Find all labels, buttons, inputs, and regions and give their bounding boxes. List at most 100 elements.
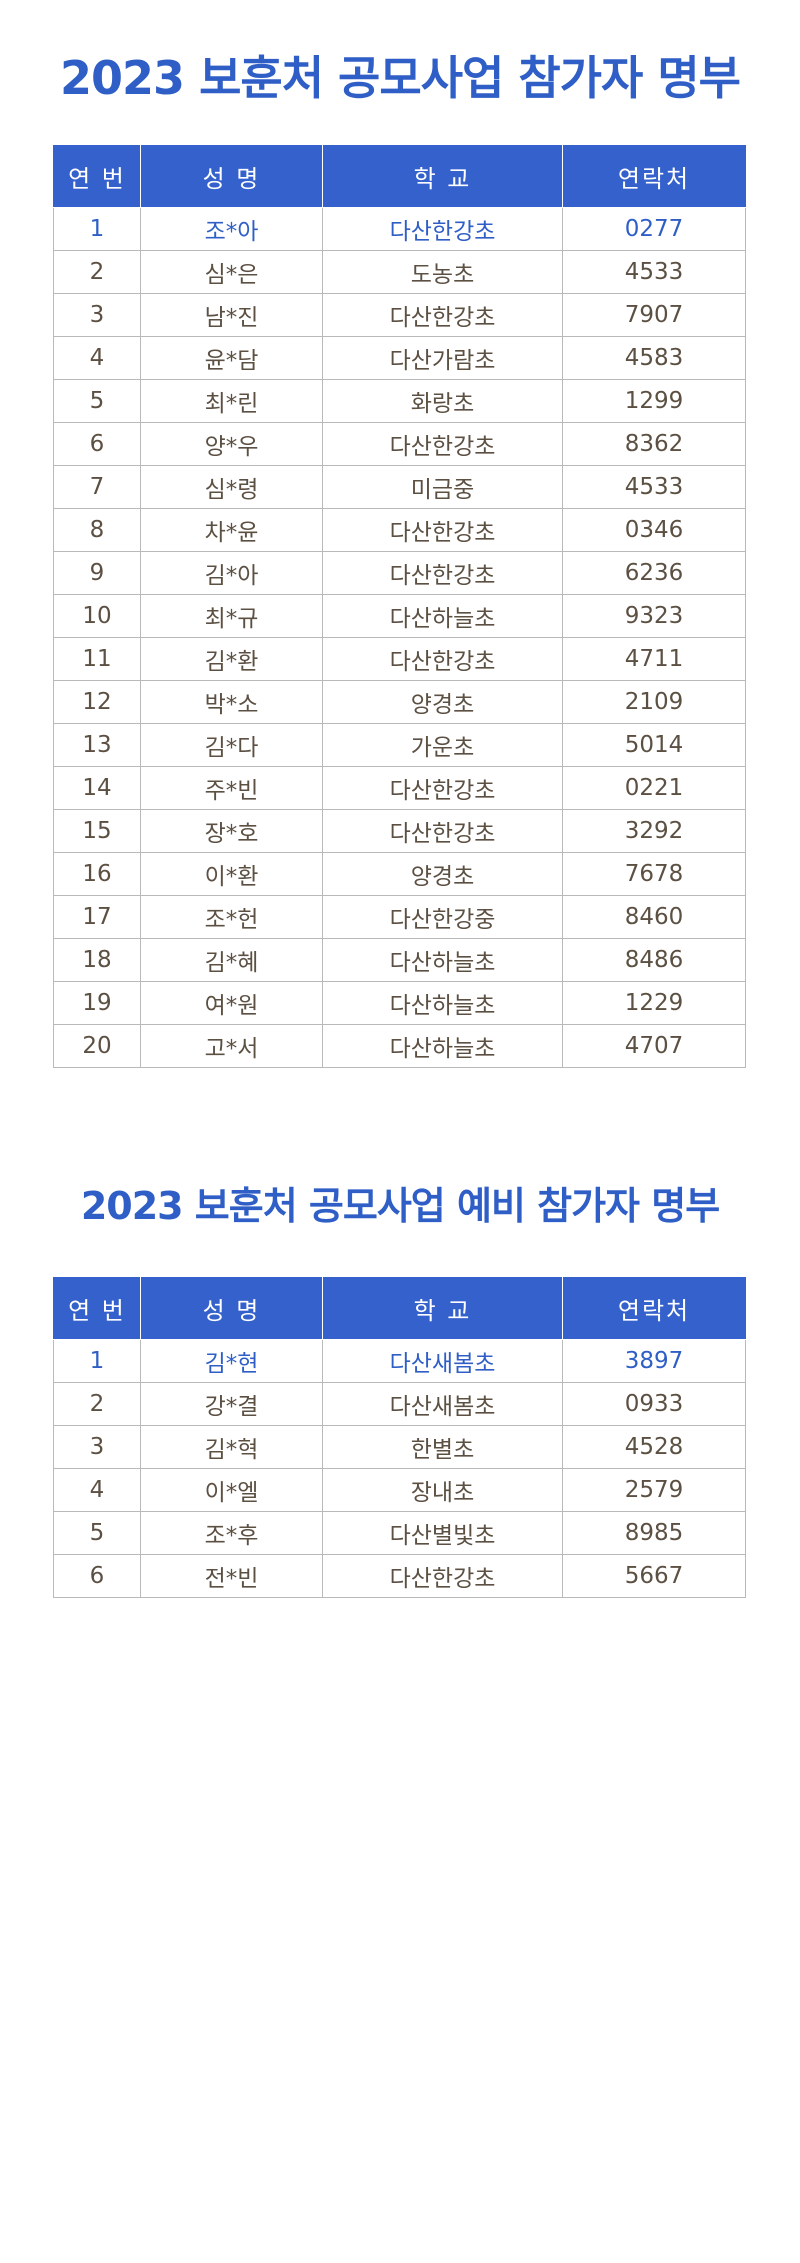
cell-contact: 5667 (562, 1554, 746, 1598)
cell-school: 다산하늘초 (322, 938, 563, 982)
cell-contact: 3897 (562, 1339, 746, 1383)
cell-name: 김*현 (140, 1339, 323, 1383)
cell-contact: 4711 (562, 637, 746, 681)
cell-name: 고*서 (140, 1024, 323, 1068)
cell-contact: 8985 (562, 1511, 746, 1555)
cell-name: 차*윤 (140, 508, 323, 552)
cell-contact: 0277 (562, 207, 746, 251)
cell-name: 김*환 (140, 637, 323, 681)
reserve-roster-table: 연 번 성 명 학 교 연락처 1 김*현 다산새봄초 3897 2 강*결 다산새봄초 09… (53, 1277, 746, 1598)
cell-school: 다산한강초 (322, 207, 563, 251)
table-row: 12 박*소 양경초 2109 (53, 680, 746, 724)
cell-contact: 0933 (562, 1382, 746, 1426)
participant-rows: 1 조*아 다산한강초 0277 2 심*은 도농초 4533 3 남*진 다산한강초 7907 4 윤*… (53, 207, 746, 1068)
cell-number: 13 (53, 723, 141, 767)
cell-school: 다산한강초 (322, 1554, 563, 1598)
cell-number: 11 (53, 637, 141, 681)
cell-school: 다산한강초 (322, 508, 563, 552)
cell-contact: 7678 (562, 852, 746, 896)
cell-name: 양*우 (140, 422, 323, 466)
cell-number: 7 (53, 465, 141, 509)
cell-school: 다산하늘초 (322, 594, 563, 638)
cell-contact: 4533 (562, 250, 746, 294)
reserve-roster-title: 2023 보훈처 공모사업 예비 참가자 명부 (80, 1184, 720, 1228)
cell-number: 5 (53, 379, 141, 423)
column-header-number: 연 번 (53, 145, 141, 208)
table-header-row: 연 번 성 명 학 교 연락처 (53, 1277, 746, 1340)
cell-contact: 8362 (562, 422, 746, 466)
cell-number: 17 (53, 895, 141, 939)
cell-name: 이*환 (140, 852, 323, 896)
cell-contact: 4583 (562, 336, 746, 380)
table-row: 1 김*현 다산새봄초 3897 (53, 1339, 746, 1383)
cell-number: 18 (53, 938, 141, 982)
cell-name: 조*헌 (140, 895, 323, 939)
cell-number: 15 (53, 809, 141, 853)
cell-number: 19 (53, 981, 141, 1025)
cell-contact: 6236 (562, 551, 746, 595)
cell-school: 양경초 (322, 852, 563, 896)
cell-name: 여*원 (140, 981, 323, 1025)
cell-contact: 7907 (562, 293, 746, 337)
table-row: 13 김*다 가운초 5014 (53, 723, 746, 767)
cell-number: 5 (53, 1511, 141, 1555)
cell-contact: 4528 (562, 1425, 746, 1469)
cell-school: 다산한강초 (322, 766, 563, 810)
cell-number: 6 (53, 422, 141, 466)
cell-contact: 1299 (562, 379, 746, 423)
cell-school: 미금중 (322, 465, 563, 509)
cell-school: 다산새봄초 (322, 1339, 563, 1383)
cell-contact: 9323 (562, 594, 746, 638)
cell-contact: 8460 (562, 895, 746, 939)
cell-contact: 0221 (562, 766, 746, 810)
table-row: 1 조*아 다산한강초 0277 (53, 207, 746, 251)
table-row: 2 강*결 다산새봄초 0933 (53, 1382, 746, 1426)
table-row: 4 이*엘 장내초 2579 (53, 1468, 746, 1512)
cell-contact: 3292 (562, 809, 746, 853)
cell-contact: 1229 (562, 981, 746, 1025)
cell-name: 최*규 (140, 594, 323, 638)
cell-school: 다산한강초 (322, 293, 563, 337)
table-row: 8 차*윤 다산한강초 0346 (53, 508, 746, 552)
column-header-contact: 연락처 (562, 1277, 746, 1340)
table-row: 3 남*진 다산한강초 7907 (53, 293, 746, 337)
cell-school: 다산가람초 (322, 336, 563, 380)
column-header-name: 성 명 (140, 145, 323, 208)
cell-number: 14 (53, 766, 141, 810)
cell-school: 다산한강중 (322, 895, 563, 939)
cell-school: 한별초 (322, 1425, 563, 1469)
participant-roster-table: 연 번 성 명 학 교 연락처 1 조*아 다산한강초 0277 2 심*은 도농초 4533… (53, 145, 746, 1068)
table-row: 20 고*서 다산하늘초 4707 (53, 1024, 746, 1068)
cell-number: 12 (53, 680, 141, 724)
table-row: 5 최*린 화랑초 1299 (53, 379, 746, 423)
cell-name: 김*아 (140, 551, 323, 595)
table-row: 14 주*빈 다산한강초 0221 (53, 766, 746, 810)
participant-roster-title: 2023 보훈처 공모사업 참가자 명부 (60, 51, 741, 105)
cell-number: 3 (53, 1425, 141, 1469)
cell-name: 김*다 (140, 723, 323, 767)
table-row: 17 조*헌 다산한강중 8460 (53, 895, 746, 939)
cell-school: 장내초 (322, 1468, 563, 1512)
reserve-rows: 1 김*현 다산새봄초 3897 2 강*결 다산새봄초 0933 3 김*혁 한별초 4528 4 이*… (53, 1339, 746, 1598)
table-row: 9 김*아 다산한강초 6236 (53, 551, 746, 595)
cell-number: 1 (53, 207, 141, 251)
cell-school: 다산새봄초 (322, 1382, 563, 1426)
cell-school: 다산한강초 (322, 422, 563, 466)
cell-number: 4 (53, 336, 141, 380)
cell-name: 심*은 (140, 250, 323, 294)
table-row: 6 전*빈 다산한강초 5667 (53, 1554, 746, 1598)
cell-school: 가운초 (322, 723, 563, 767)
table-row: 11 김*환 다산한강초 4711 (53, 637, 746, 681)
table-header-row: 연 번 성 명 학 교 연락처 (53, 145, 746, 208)
cell-name: 장*호 (140, 809, 323, 853)
table-row: 15 장*호 다산한강초 3292 (53, 809, 746, 853)
table-row: 4 윤*담 다산가람초 4583 (53, 336, 746, 380)
cell-number: 9 (53, 551, 141, 595)
cell-number: 3 (53, 293, 141, 337)
cell-school: 다산하늘초 (322, 981, 563, 1025)
cell-school: 다산한강초 (322, 637, 563, 681)
cell-number: 10 (53, 594, 141, 638)
cell-number: 6 (53, 1554, 141, 1598)
cell-name: 최*린 (140, 379, 323, 423)
cell-name: 박*소 (140, 680, 323, 724)
